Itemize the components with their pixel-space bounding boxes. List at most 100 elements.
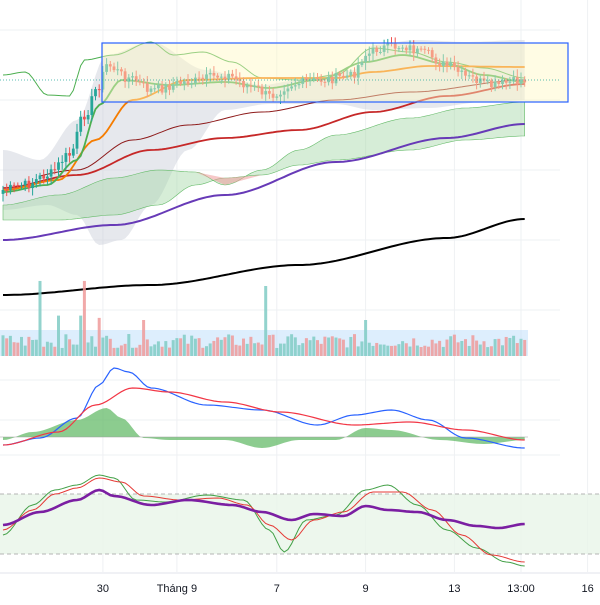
candle-body bbox=[145, 83, 149, 92]
candle-body bbox=[464, 70, 467, 76]
sma-mid-line bbox=[3, 123, 525, 241]
candle-body bbox=[367, 53, 371, 56]
macd-signal-line bbox=[2, 387, 525, 446]
candle-body bbox=[153, 88, 157, 90]
candle-body bbox=[519, 80, 523, 85]
candle-body bbox=[138, 81, 142, 83]
volume-bar bbox=[486, 347, 490, 356]
candle-body bbox=[212, 72, 216, 76]
candle-body bbox=[179, 81, 182, 84]
volume-bar bbox=[219, 339, 223, 356]
candle-body bbox=[112, 66, 116, 71]
x-axis-label: Tháng 9 bbox=[157, 583, 197, 595]
volume-bar bbox=[330, 336, 334, 356]
volume-bar bbox=[134, 347, 138, 356]
candle-body bbox=[105, 64, 108, 72]
volume-bar bbox=[304, 338, 308, 356]
volume-bar bbox=[434, 343, 438, 356]
rsi-line bbox=[2, 488, 525, 530]
volume-bar bbox=[293, 337, 297, 356]
volume-bar bbox=[171, 340, 175, 356]
volume-bar bbox=[282, 343, 286, 356]
volume-bar bbox=[345, 347, 349, 356]
x-axis-label: 16 bbox=[581, 583, 593, 595]
volume-bar bbox=[49, 342, 53, 356]
volume-pane bbox=[0, 280, 528, 356]
candle-body bbox=[319, 79, 323, 82]
candle-body bbox=[453, 62, 456, 67]
candle-body bbox=[297, 83, 301, 86]
candle-body bbox=[482, 78, 486, 81]
candle-body bbox=[205, 74, 208, 80]
candle-body bbox=[371, 47, 375, 54]
candle-body bbox=[227, 73, 231, 80]
volume-bar bbox=[323, 336, 327, 356]
volume-bar bbox=[57, 315, 60, 356]
candle-body bbox=[245, 85, 249, 88]
candle-body bbox=[501, 80, 504, 84]
candle-body bbox=[223, 76, 227, 80]
volume-bar bbox=[264, 286, 268, 356]
ema-dark-line bbox=[39, 79, 525, 177]
candle-body bbox=[416, 48, 419, 54]
volume-bar bbox=[478, 344, 482, 356]
candle-body bbox=[46, 176, 49, 179]
volume-bar bbox=[119, 345, 123, 356]
candle-body bbox=[305, 77, 308, 81]
candle-body bbox=[123, 71, 127, 82]
stoch-band bbox=[0, 494, 600, 554]
candle-body bbox=[57, 162, 60, 170]
candle-body bbox=[101, 71, 105, 90]
candle-body bbox=[282, 91, 286, 95]
candle-body bbox=[323, 81, 327, 83]
volume-bar bbox=[16, 342, 20, 356]
candle-body bbox=[408, 45, 412, 51]
volume-bar bbox=[86, 342, 90, 356]
candle-body bbox=[134, 76, 138, 82]
volume-bar bbox=[464, 339, 467, 356]
volume-bar bbox=[42, 346, 46, 356]
volume-bar bbox=[393, 345, 397, 356]
candle-body bbox=[249, 85, 253, 87]
volume-bar bbox=[316, 340, 319, 356]
volume-bar bbox=[230, 335, 234, 356]
candle-body bbox=[286, 88, 290, 92]
candle-body bbox=[338, 73, 342, 76]
candle-body bbox=[71, 148, 75, 156]
macd-pane bbox=[0, 367, 528, 449]
volume-bar bbox=[8, 335, 12, 356]
candle-body bbox=[201, 77, 205, 80]
volume-bar bbox=[260, 344, 264, 356]
candle-body bbox=[386, 42, 390, 46]
volume-bar bbox=[508, 338, 512, 356]
volume-bar bbox=[493, 339, 497, 356]
candle-body bbox=[290, 86, 293, 89]
volume-bar bbox=[501, 345, 504, 356]
volume-bar bbox=[60, 347, 64, 356]
candle-body bbox=[486, 80, 490, 82]
volume-bar bbox=[438, 340, 442, 356]
volume-bar bbox=[101, 337, 105, 356]
volume-bar bbox=[449, 336, 453, 356]
volume-bar bbox=[1, 335, 5, 356]
x-axis-label: 13 bbox=[448, 583, 460, 595]
candle-body bbox=[194, 77, 197, 84]
volume-bar bbox=[319, 343, 323, 356]
candle-body bbox=[467, 75, 471, 77]
candle-body bbox=[382, 45, 386, 52]
volume-bar bbox=[112, 347, 116, 356]
volume-bar bbox=[386, 345, 390, 356]
candle-body bbox=[497, 81, 501, 84]
volume-bar bbox=[456, 342, 460, 356]
candle-body bbox=[478, 78, 482, 83]
candle-body bbox=[234, 76, 238, 80]
volume-bar bbox=[164, 341, 168, 356]
candle-body bbox=[94, 89, 97, 97]
candle-body bbox=[353, 71, 356, 78]
candle-body bbox=[379, 51, 382, 53]
candle-body bbox=[360, 62, 364, 66]
candle-body bbox=[434, 57, 438, 64]
volume-bar bbox=[216, 337, 220, 356]
